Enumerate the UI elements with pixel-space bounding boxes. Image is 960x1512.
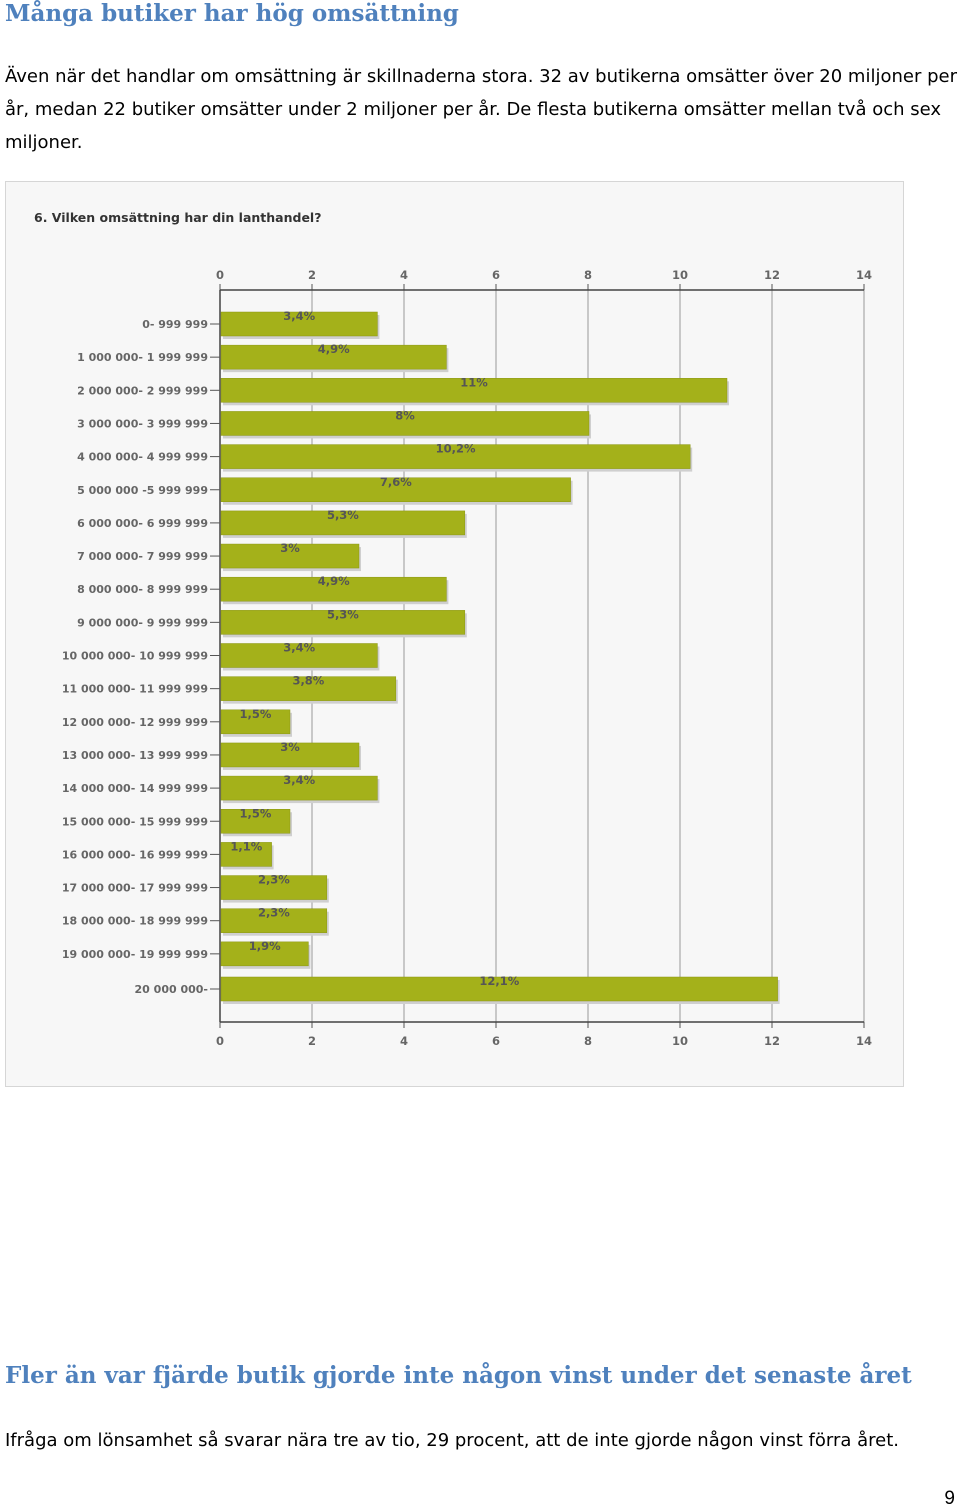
bar: [220, 643, 378, 668]
bar: [220, 809, 291, 834]
bar-value-label: 3,4%: [283, 773, 315, 787]
category-label: 15 000 000- 15 999 999: [62, 815, 208, 828]
bar-value-label: 1,1%: [230, 839, 262, 853]
x-tick-label-top: 12: [764, 268, 780, 282]
bar-value-label: 4,9%: [318, 342, 350, 356]
category-label: 7 000 000- 7 999 999: [77, 550, 208, 563]
x-tick-label-bottom: 2: [308, 1034, 316, 1048]
bar: [220, 610, 466, 635]
bar: [220, 543, 360, 569]
x-tick-label-top: 2: [308, 268, 316, 282]
x-tick-label-top: 14: [856, 268, 872, 282]
bar-value-label: 1,5%: [240, 806, 272, 820]
bar-value-label: 1,9%: [249, 939, 281, 953]
category-label: 9 000 000- 9 999 999: [77, 616, 208, 629]
bar-value-label: 8%: [395, 408, 415, 422]
bar-value-label: 2,3%: [258, 906, 290, 920]
bar-value-label: 1,5%: [240, 707, 272, 721]
bar: [220, 576, 447, 602]
chart-panel: 6. Vilken omsättning har din lanthandel?…: [5, 181, 904, 1087]
chart-title: 6. Vilken omsättning har din lanthandel?: [34, 210, 321, 225]
section-paragraph: Även när det handlar om omsättning är sk…: [5, 66, 957, 153]
x-tick-label-bottom: 12: [764, 1034, 780, 1048]
bar-value-label: 3,4%: [283, 641, 315, 655]
category-label: 20 000 000-: [135, 983, 208, 996]
bar: [220, 311, 378, 337]
bar: [220, 676, 397, 701]
bar: [220, 709, 291, 735]
x-tick-label-top: 0: [216, 268, 224, 282]
category-label: 11 000 000- 11 999 999: [62, 683, 208, 696]
x-tick-label-top: 6: [492, 268, 500, 282]
bar: [220, 842, 272, 867]
category-label: 5 000 000 -5 999 999: [77, 484, 208, 497]
category-label: 6 000 000- 6 999 999: [77, 517, 208, 530]
category-label: 10 000 000- 10 999 999: [62, 650, 208, 663]
bar-value-label: 12,1%: [479, 974, 519, 988]
category-label: 17 000 000- 17 999 999: [62, 882, 208, 895]
bar-value-label: 5,3%: [327, 607, 359, 621]
page-number: 9: [944, 1488, 955, 1509]
bar-value-label: 3,8%: [292, 674, 324, 688]
category-label: 14 000 000- 14 999 999: [62, 782, 208, 795]
bar-value-label: 3,4%: [283, 309, 315, 323]
section-paragraph-2: Ifråga om lönsamhet så svarar nära tre a…: [5, 1430, 900, 1451]
x-tick-label-top: 10: [672, 268, 688, 282]
category-label: 1 000 000- 1 999 999: [77, 351, 208, 364]
category-label: 13 000 000- 13 999 999: [62, 749, 208, 762]
bar-value-label: 7,6%: [380, 475, 412, 489]
bar: [220, 444, 691, 469]
x-tick-label-bottom: 10: [672, 1034, 688, 1048]
bar: [220, 976, 778, 1002]
bar-value-label: 10,2%: [436, 442, 476, 456]
bar-value-label: 4,9%: [318, 574, 350, 588]
category-label: 4 000 000- 4 999 999: [77, 451, 208, 464]
bar: [220, 941, 309, 967]
bar: [220, 775, 378, 801]
category-label: 18 000 000- 18 999 999: [62, 915, 208, 928]
bar-value-label: 5,3%: [327, 508, 359, 522]
category-label: 0- 999 999: [142, 318, 208, 331]
x-tick-label-top: 4: [400, 268, 408, 282]
category-label: 3 000 000- 3 999 999: [77, 417, 208, 430]
bar: [220, 742, 360, 768]
bar-value-label: 3%: [280, 541, 300, 555]
bar-value-label: 11%: [460, 375, 488, 389]
x-tick-label-bottom: 4: [400, 1034, 408, 1048]
section-heading-2: Fler än var fjärde butik gjorde inte någ…: [5, 1362, 912, 1389]
bar-value-label: 3%: [280, 740, 300, 754]
category-label: 2 000 000- 2 999 999: [77, 384, 208, 397]
bar-chart: 6. Vilken omsättning har din lanthandel?…: [34, 210, 872, 1048]
bar: [220, 477, 571, 502]
x-tick-label-bottom: 8: [584, 1034, 592, 1048]
x-tick-label-bottom: 6: [492, 1034, 500, 1048]
bar: [220, 411, 590, 436]
category-label: 8 000 000- 8 999 999: [77, 583, 208, 596]
x-tick-label-bottom: 14: [856, 1034, 872, 1048]
bar: [220, 378, 728, 403]
category-label: 19 000 000- 19 999 999: [62, 948, 208, 961]
category-label: 16 000 000- 16 999 999: [62, 848, 208, 861]
bar: [220, 344, 447, 370]
bar: [220, 510, 466, 536]
x-tick-label-bottom: 0: [216, 1034, 224, 1048]
section-heading: Många butiker har hög omsättning: [5, 0, 459, 27]
category-label: 12 000 000- 12 999 999: [62, 716, 208, 729]
bar: [220, 875, 328, 900]
x-tick-label-top: 8: [584, 268, 592, 282]
bar: [220, 908, 328, 933]
bar-value-label: 2,3%: [258, 873, 290, 887]
